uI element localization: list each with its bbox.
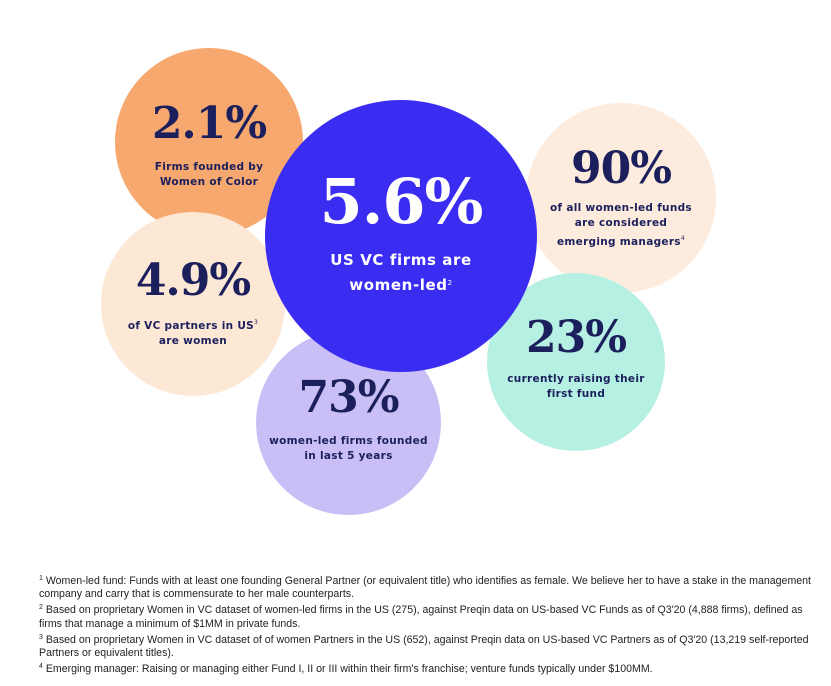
stat-bubble-emerging-managers: 90% of all women-led funds are considere…: [526, 103, 716, 293]
stat-label: women-led firms founded in last 5 years: [269, 434, 428, 464]
stat-label-line: of all women-led funds: [550, 201, 692, 214]
stat-label: of all women-led funds are considered em…: [550, 201, 692, 250]
stat-bubble-main: 5.6% US VC firms are women-led2: [265, 100, 537, 372]
stat-value: 5.6%: [319, 165, 484, 238]
stat-value: 2.1%: [151, 98, 267, 149]
stat-label: currently raising their first fund: [507, 372, 644, 402]
stat-label: of VC partners in US3 are women: [128, 315, 258, 349]
stat-value: 23%: [525, 312, 627, 363]
footnote: 4 Emerging manager: Raising or managing …: [39, 660, 814, 676]
stat-value: 4.9%: [135, 255, 251, 306]
footnote-number: 3: [39, 633, 43, 641]
footnote-text: Women-led fund: Funds with at least one …: [39, 575, 812, 601]
stat-label-line: US VC firms are: [330, 251, 472, 269]
footnote: 1 Women-led fund: Funds with at least on…: [39, 572, 814, 601]
stat-label-line: women-led firms founded: [269, 434, 428, 447]
stat-value: 73%: [298, 371, 399, 423]
stat-label-line: Firms founded by: [154, 161, 264, 173]
stat-label-line: currently raising their: [507, 373, 645, 385]
stat-bubble-partners: 4.9% of VC partners in US3 are women: [101, 212, 285, 396]
stat-bubble-recent-founded: 73% women-led firms founded in last 5 ye…: [256, 330, 441, 515]
stat-label: Firms founded by Women of Color: [155, 160, 264, 190]
footnote-ref: 2: [447, 279, 453, 287]
stat-label-line: are women: [158, 335, 228, 347]
stat-bubble-women-of-color: 2.1% Firms founded by Women of Color: [115, 48, 303, 236]
footnote-number: 1: [39, 575, 43, 582]
stat-value: 90%: [570, 142, 672, 194]
footnote-ref: 3: [254, 319, 259, 326]
stat-label-line: of VC partners in US: [127, 320, 255, 332]
stat-label-line: in last 5 years: [304, 449, 393, 462]
footnote-text: Based on proprietary Women in VC dataset…: [39, 633, 809, 660]
footnote-number: 4: [39, 663, 43, 671]
footnote-text: Based on proprietary Women in VC dataset…: [39, 604, 803, 630]
stat-label-line: Women of Color: [159, 176, 259, 188]
footnote-text: Emerging manager: Raising or managing ei…: [45, 663, 653, 676]
footnote: 2 Based on proprietary Women in VC datas…: [39, 601, 814, 630]
stat-label-line: first fund: [546, 388, 606, 400]
footnote-number: 2: [39, 604, 43, 612]
stat-label: US VC firms are women-led2: [330, 249, 472, 297]
stat-label-line: women-led: [349, 276, 448, 294]
footnote-ref: 4: [680, 234, 685, 242]
footnotes: 1 Women-led fund: Funds with at least on…: [39, 572, 814, 676]
stat-label-line: emerging managers: [556, 235, 681, 248]
stat-label-line: are considered: [574, 216, 668, 229]
footnote: 3 Based on proprietary Women in VC datas…: [39, 631, 814, 660]
